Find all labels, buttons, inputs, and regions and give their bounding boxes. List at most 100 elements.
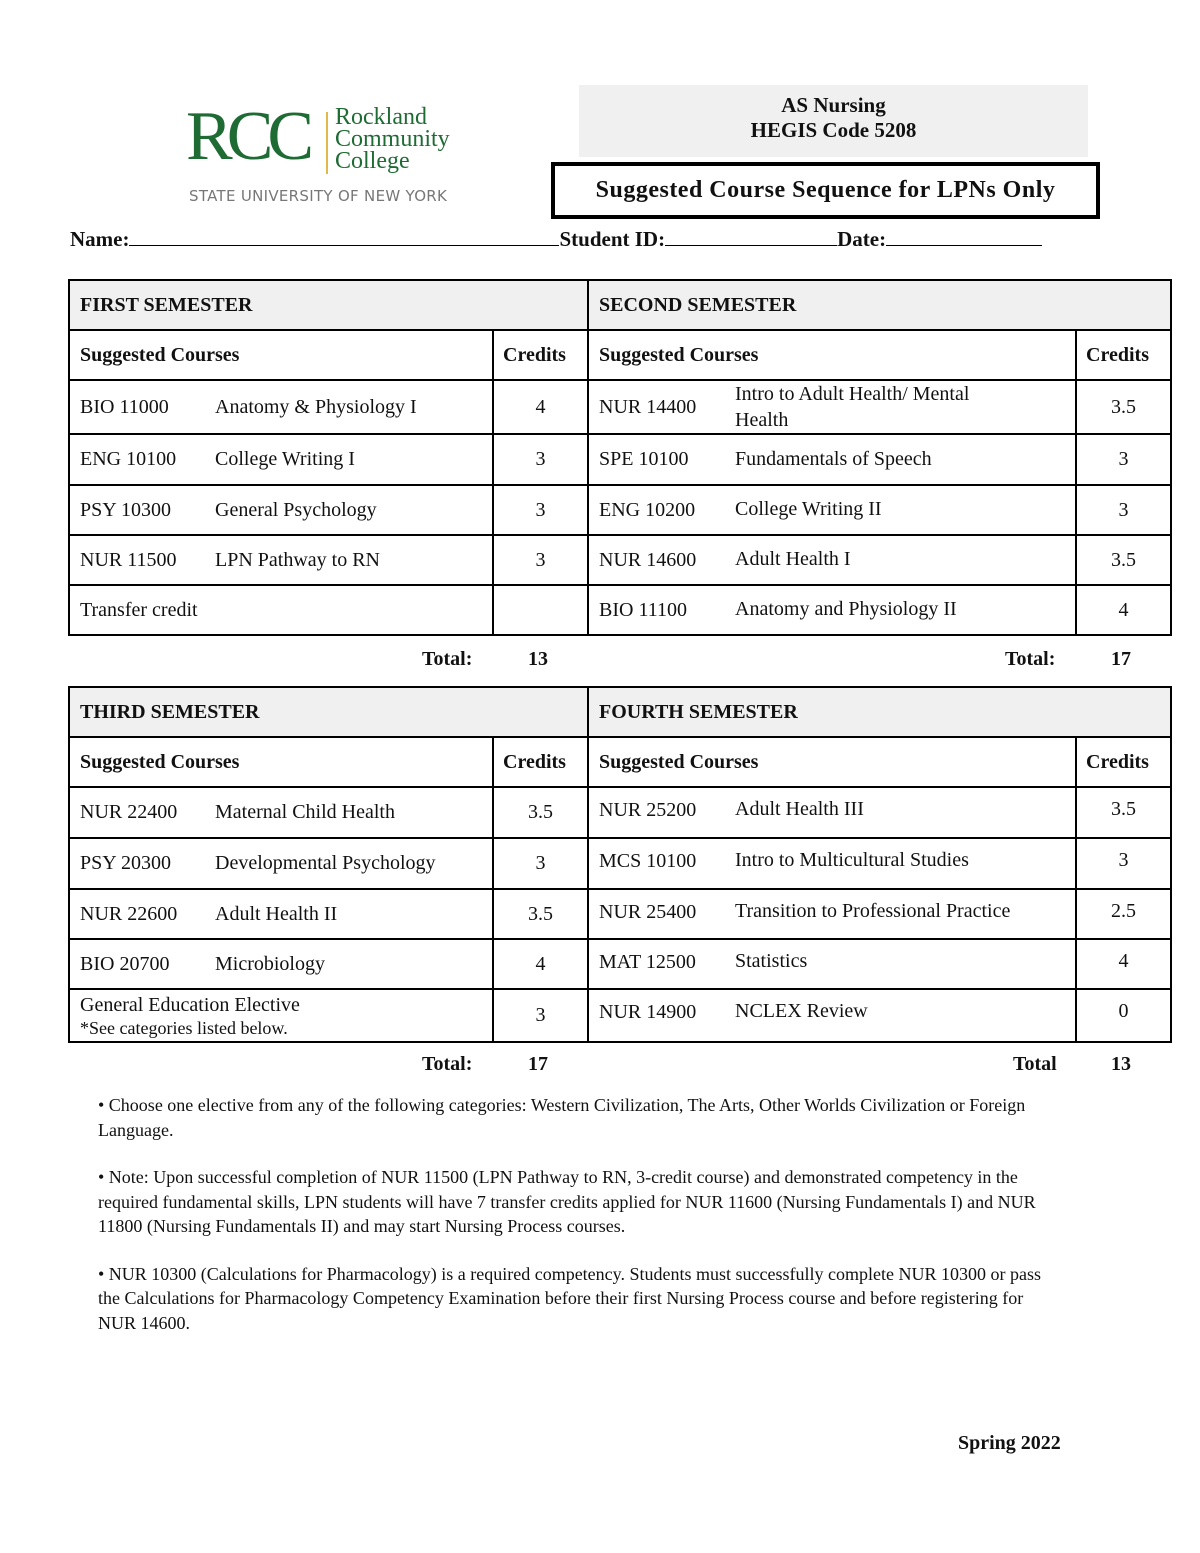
courses-header: Suggested Courses (587, 736, 1077, 788)
note-calculations: • NUR 10300 (Calculations for Pharmacolo… (98, 1263, 1041, 1333)
course-code: BIO 11000 (80, 395, 169, 418)
course-row: Transfer credit BIO 11100 Anatomy and Phy… (68, 584, 1173, 636)
course-cell: NUR 14600 Adult Health I (587, 534, 1078, 586)
course-code: NUR 25200 (599, 798, 697, 821)
total-credits: 13 (1111, 1053, 1131, 1075)
course-row: NUR 11500 LPN Pathway to RN 3 NUR 14600 Adu… (68, 534, 1173, 586)
course-row: NUR 22600 Adult Health II 3.5 NUR 25400 Tra… (68, 888, 1172, 940)
course-credits: 3.5 (492, 786, 589, 839)
note-elective: • Choose one elective from any of the fo… (98, 1095, 1026, 1140)
courses-header: Suggested Courses (68, 329, 494, 381)
course-cell: ENG 10200 College Writing II (587, 484, 1078, 536)
course-cell: NUR 22600 Adult Health II (68, 888, 494, 940)
course-code: PSY 20300 (80, 852, 171, 874)
course-code: ENG 10100 (80, 448, 177, 470)
course-code: NUR 25400 (599, 900, 697, 923)
course-cell: Transfer credit (68, 584, 494, 636)
course-name: Anatomy and Physiology II (735, 598, 957, 621)
course-name: Fundamentals of Speech (735, 447, 932, 470)
course-name: Intro to Adult Health/ Mental Health (735, 383, 970, 431)
course-cell: SPE 10100 Fundamentals of Speech (587, 433, 1078, 486)
course-name: Intro to Multicultural Studies (735, 849, 969, 871)
course-cell: NUR 14400 Intro to Adult Health/ Mental H… (587, 379, 1078, 435)
total-credits: 17 (1111, 648, 1131, 670)
course-code: NUR 14400 (599, 395, 697, 418)
course-code: NUR 14600 (599, 548, 697, 571)
course-credits: 2.5 (1075, 888, 1172, 940)
credits-header: Credits (1075, 329, 1173, 381)
total-label: Total: (422, 1053, 473, 1075)
course-credits: 4 (1075, 938, 1172, 990)
sequence-title: Suggested Course Sequence for LPNs Only (551, 162, 1100, 219)
semester-title: FOURTH SEMESTER (587, 686, 1172, 738)
course-credits: 4 (491, 379, 590, 435)
course-credits: 3 (1075, 484, 1173, 536)
course-credits: 4 (1075, 584, 1173, 636)
course-cell: BIO 20700 Microbiology (68, 938, 494, 990)
student-info-row: Name: Student ID: Date: (70, 226, 1043, 252)
logo-divider (326, 112, 328, 174)
course-code: NUR 22400 (80, 801, 178, 823)
total-label: Total: (1005, 648, 1056, 670)
program-box: AS Nursing HEGIS Code 5208 (579, 85, 1088, 157)
student-id-field[interactable] (665, 226, 838, 246)
course-name: General Education Elective (80, 993, 300, 1016)
course-code: PSY 10300 (80, 498, 171, 521)
semester-title: THIRD SEMESTER (68, 686, 589, 738)
course-row: BIO 11000 Anatomy & Physiology I 4 NUR 144… (68, 379, 1173, 435)
course-name: Developmental Psychology (215, 852, 436, 874)
course-cell: NUR 14900 NCLEX Review (587, 988, 1077, 1043)
hegis-code: HEGIS Code 5208 (750, 118, 917, 142)
total-credits: 17 (528, 1053, 548, 1075)
course-cell: BIO 11000 Anatomy & Physiology I (68, 379, 494, 435)
course-name: Anatomy & Physiology I (215, 395, 417, 418)
course-name: LPN Pathway to RN (215, 548, 380, 571)
semester-table: THIRD SEMESTER FOURTH SEMESTER Suggested … (68, 686, 1172, 1043)
course-name: College Writing II (735, 498, 882, 521)
course-cell: NUR 25200 Adult Health III (587, 786, 1077, 839)
course-row: BIO 20700 Microbiology 4 MAT 12500 Statisti… (68, 938, 1172, 990)
course-code: MAT 12500 (599, 950, 696, 973)
course-credits: 0 (1075, 988, 1172, 1043)
name-field[interactable] (129, 226, 560, 246)
course-code: MCS 10100 (599, 849, 697, 872)
term-footer: Spring 2022 (958, 1432, 1061, 1454)
course-name: Adult Health I (735, 548, 851, 571)
logo-college-name: Rockland Community College (335, 104, 450, 173)
rcc-logo: RCC (186, 98, 314, 175)
course-credits (491, 584, 590, 636)
course-name: Adult Health II (215, 902, 338, 925)
date-label: Date: (837, 227, 887, 251)
course-cell: NUR 22400 Maternal Child Health (68, 786, 494, 839)
course-row: ENG 10100 College Writing I 3 SPE 10100 Fun… (68, 433, 1173, 486)
credits-header: Credits (1075, 736, 1172, 788)
course-credits: 3 (1075, 433, 1173, 486)
credits-header: Credits (491, 329, 590, 381)
total-label: Total: (422, 648, 473, 670)
courses-header: Suggested Courses (68, 736, 494, 788)
course-code: BIO 20700 (80, 952, 170, 975)
course-cell: MCS 10100 Intro to Multicultural Studies (587, 837, 1077, 890)
total-credits: 13 (528, 648, 548, 670)
total-label: Total (1013, 1053, 1057, 1075)
logo-line: Rockland (335, 104, 427, 130)
course-cell: ENG 10100 College Writing I (68, 433, 494, 486)
course-row: NUR 22400 Maternal Child Health 3.5 NUR 25… (68, 786, 1172, 839)
course-name: NCLEX Review (735, 1000, 868, 1022)
course-cell: General Education Elective *See categorie… (68, 988, 494, 1043)
course-name: General Psychology (215, 498, 377, 521)
date-field[interactable] (886, 226, 1043, 246)
course-code: BIO 11100 (599, 598, 687, 621)
course-credits: 3 (492, 988, 589, 1043)
course-cell: NUR 25400 Transition to Professional Prac… (587, 888, 1077, 940)
course-cell: NUR 11500 LPN Pathway to RN (68, 534, 494, 586)
course-row: General Education Elective *See categorie… (68, 988, 1172, 1043)
program-title: AS Nursing (781, 93, 886, 117)
course-cell: PSY 20300 Developmental Psychology (68, 837, 494, 890)
course-name: College Writing I (215, 448, 355, 470)
course-name: Maternal Child Health (215, 801, 395, 823)
name-label: Name: (70, 227, 130, 251)
courses-header: Suggested Courses (587, 329, 1078, 381)
course-code: NUR 22600 (80, 902, 178, 925)
course-cell: BIO 11100 Anatomy and Physiology II (587, 584, 1078, 636)
